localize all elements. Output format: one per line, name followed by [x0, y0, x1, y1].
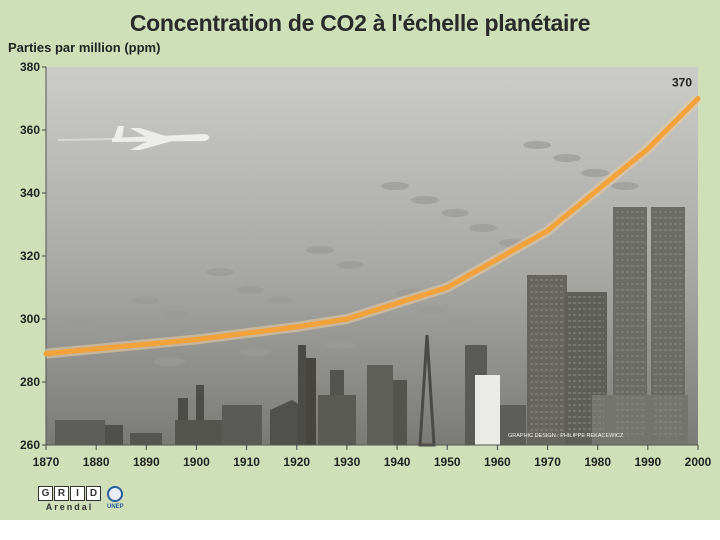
- data-point: [346, 318, 348, 320]
- building-windows: [530, 211, 682, 437]
- unep-emblem-icon: [107, 486, 124, 502]
- grid-subtitle: Arendal: [45, 502, 94, 512]
- x-tick-label: 1940: [384, 455, 411, 469]
- chart-marks: 260 280 300 320 340 360 380 1870 1880 1890 1900 191…: [20, 60, 712, 469]
- data-point: [647, 148, 649, 150]
- data-point: [145, 343, 147, 345]
- grid-letter: I: [70, 486, 85, 501]
- data-point: [496, 258, 498, 260]
- credit-text: GRAPHIC DESIGN : PHILIPPE REKACEWICZ: [508, 433, 624, 439]
- data-point: [45, 353, 47, 355]
- x-tick-label: 1920: [283, 455, 310, 469]
- x-tick-label: 1900: [183, 455, 210, 469]
- data-point: [396, 302, 398, 304]
- y-tick-label: 380: [20, 60, 40, 74]
- data-point: [95, 348, 97, 350]
- data-point: [547, 230, 549, 232]
- grid-letter: G: [38, 486, 53, 501]
- x-tick-label: 1890: [133, 455, 160, 469]
- bottom-band: [0, 520, 720, 540]
- x-tick-label: 2000: [685, 455, 712, 469]
- unep-subtitle: UNEP: [107, 504, 124, 510]
- x-tick-label: 1960: [484, 455, 511, 469]
- series-line: [43, 96, 701, 357]
- y-axis-label: Parties par million (ppm): [8, 40, 161, 55]
- data-point: [697, 98, 699, 99]
- data-point: [446, 287, 448, 288]
- x-tick-label: 1930: [334, 455, 361, 469]
- x-tick-label: 1950: [434, 455, 461, 469]
- y-tick-label: 280: [20, 375, 40, 389]
- x-tick-label: 1880: [83, 455, 110, 469]
- unep-logo: UNEP: [107, 486, 124, 510]
- y-tick-label: 320: [20, 249, 40, 263]
- value-annotation: 370: [672, 76, 692, 90]
- chart-title: Concentration de CO2 à l'échelle planéta…: [129, 10, 591, 36]
- logo-strip: G R I D Arendal UNEP: [38, 486, 124, 512]
- y-tick-label: 300: [20, 312, 40, 326]
- y-tick-label: 260: [20, 438, 40, 452]
- co2-chart: GRAPHIC DESIGN : PHILIPPE REKACEWICZ 260…: [20, 60, 712, 469]
- x-tick-label: 1970: [534, 455, 561, 469]
- y-tick-label: 340: [20, 186, 40, 200]
- x-tick-label: 1910: [233, 455, 260, 469]
- data-point: [597, 189, 599, 191]
- x-tick-label: 1980: [584, 455, 611, 469]
- data-point: [195, 338, 197, 340]
- grid-letter: R: [54, 486, 69, 501]
- x-tick-label: 1990: [634, 455, 661, 469]
- airplane: [57, 126, 210, 150]
- grid-letter: D: [86, 486, 101, 501]
- x-tick-label: 1870: [33, 455, 60, 469]
- data-point: [246, 332, 248, 334]
- city-silhouette: [55, 207, 688, 447]
- y-tick-label: 360: [20, 123, 40, 137]
- grid-arendal-logo: G R I D Arendal: [38, 486, 101, 512]
- data-point: [296, 326, 298, 328]
